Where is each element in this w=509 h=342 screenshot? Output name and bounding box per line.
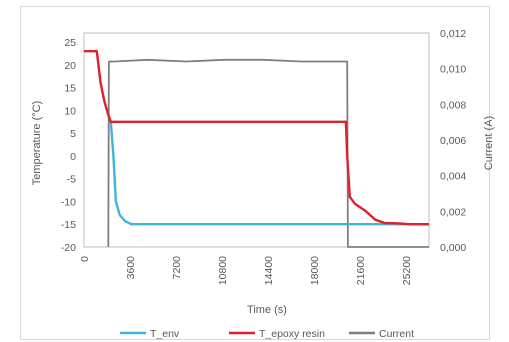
x-tick-label: 7200 [171, 256, 183, 280]
y-right-tick-label: 0,012 [440, 28, 466, 40]
y-left-tick-label: 15 [64, 83, 76, 95]
series-line-t-env [109, 121, 429, 226]
y-right-tick-label: 0,008 [440, 99, 466, 111]
x-tick-label: 10800 [217, 256, 229, 285]
x-tick-label: 0 [79, 256, 91, 262]
y-right-tick-label: 0,004 [440, 171, 466, 183]
y-axis-left-title: Temperature (°C) [31, 101, 43, 185]
y-right-tick-label: 0,002 [440, 206, 466, 218]
legend-label: T_epoxy resin [259, 328, 325, 340]
y-right-tick-label: 0,000 [440, 242, 466, 254]
y-left-tick-label: 10 [64, 105, 76, 117]
y-left-tick-label: 0 [70, 151, 76, 163]
y-left-tick-label: 25 [64, 37, 76, 49]
plot-area-border [83, 32, 430, 248]
x-tick-label: 14400 [263, 256, 275, 285]
y-left-tick-label: 20 [64, 60, 76, 72]
x-tick-label: 25200 [401, 256, 413, 285]
y-left-tick-label: -5 [67, 174, 76, 186]
x-tick-label: 3600 [125, 256, 137, 280]
y-right-tick-label: 0,006 [440, 135, 466, 147]
legend-label: Current [379, 328, 414, 340]
y-left-tick-label: -10 [61, 196, 76, 208]
y-left-tick-label: -15 [61, 219, 76, 231]
legend-label: T_env [150, 328, 180, 340]
y-axis-right-title: Current (A) [483, 116, 495, 170]
x-axis-title: Time (s) [247, 304, 287, 316]
series-line-current [107, 58, 429, 248]
x-tick-label: 21600 [355, 256, 367, 285]
x-tick-label: 18000 [309, 256, 321, 285]
series-line-t-epoxy-resin [84, 50, 429, 226]
y-left-tick-label: 5 [70, 128, 76, 140]
y-right-tick-label: 0,010 [440, 64, 466, 76]
y-left-tick-label: -20 [61, 242, 76, 254]
